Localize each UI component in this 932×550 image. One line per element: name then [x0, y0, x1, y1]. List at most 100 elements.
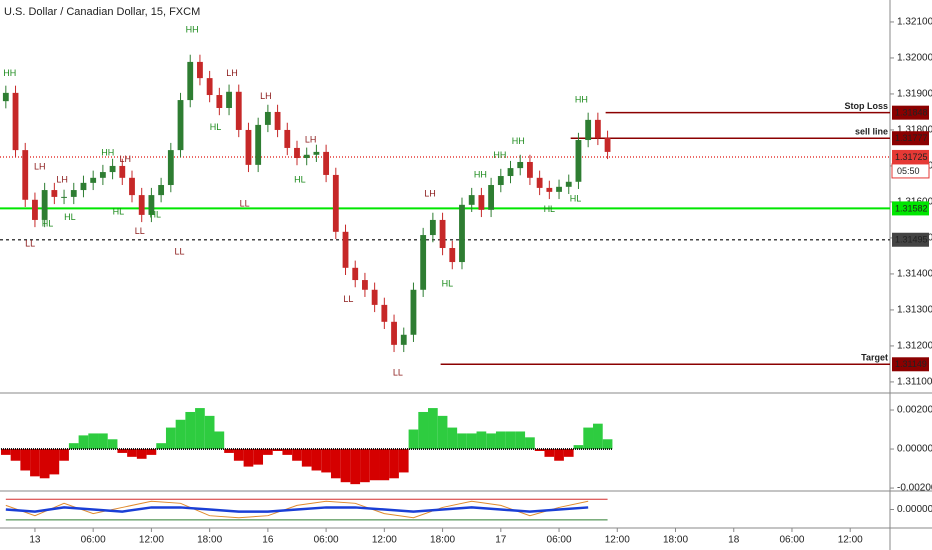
histogram-bar — [127, 449, 137, 457]
histogram-bar — [321, 449, 331, 473]
candle-body — [400, 334, 407, 345]
price-tag-label: 1.31495 — [895, 235, 928, 245]
histogram-bar — [107, 439, 118, 450]
pivot-label: LL — [240, 198, 250, 208]
pivot-label: HH — [512, 136, 525, 146]
candle-body — [362, 280, 368, 290]
histogram-bar — [243, 449, 254, 467]
histogram-bar — [525, 437, 535, 450]
histogram-bar — [98, 433, 108, 450]
pivot-label: HL — [570, 193, 582, 203]
candle-body — [12, 92, 19, 151]
pivot-label: HL — [442, 278, 454, 288]
histogram-bar — [263, 449, 273, 455]
candle-body — [90, 177, 97, 183]
x-tick-label: 06:00 — [314, 535, 339, 546]
histogram-bar — [146, 449, 157, 455]
pivot-label: HH — [474, 169, 487, 179]
pivot-label: LL — [343, 294, 353, 304]
candle-body — [604, 137, 611, 152]
histogram-bar — [573, 445, 584, 450]
histogram-bar — [602, 439, 613, 450]
candle-body — [391, 321, 397, 345]
y-tick-label: -0.00200 — [897, 483, 932, 494]
histogram-bar — [195, 408, 205, 450]
candle-body — [70, 190, 77, 197]
x-tick-label: 18 — [728, 535, 740, 546]
histogram-bar — [301, 449, 312, 467]
histogram-bar — [39, 449, 50, 479]
histogram-bar — [330, 449, 341, 479]
histogram-bar — [398, 449, 409, 473]
pivot-label: HH — [493, 150, 506, 160]
candle-body — [429, 219, 436, 236]
candle-body — [148, 195, 155, 215]
pivot-label: HL — [113, 206, 125, 216]
candle-body — [80, 182, 87, 191]
price-tag-label: 1.31582 — [895, 203, 928, 213]
candle-body — [22, 150, 29, 200]
price-tag-label: 1.31725 — [895, 152, 928, 162]
candle-body — [410, 289, 417, 335]
histogram-bar — [117, 449, 128, 453]
histogram-bar — [544, 449, 555, 457]
candle-body — [527, 161, 533, 178]
price-tag — [892, 232, 929, 247]
histogram-bar — [350, 449, 361, 485]
histogram-bar — [593, 423, 603, 450]
candle-body — [235, 91, 242, 130]
histogram-bar — [253, 449, 264, 465]
level-label: Stop Loss — [844, 101, 888, 111]
candle-body — [313, 151, 320, 155]
pivot-label: LH — [34, 161, 46, 171]
price-tag — [892, 201, 929, 216]
histogram-bar — [185, 411, 196, 450]
y-tick-label: 1.32000 — [897, 53, 932, 64]
countdown-tag — [891, 163, 930, 179]
candle-body — [565, 181, 572, 187]
histogram-bar — [78, 435, 89, 450]
histogram-bar — [68, 443, 79, 450]
histogram-bar — [214, 431, 225, 450]
candle-body — [488, 185, 495, 210]
candle-body — [274, 111, 281, 130]
y-tick-label: 1.31800 — [897, 125, 932, 136]
pivot-label: LL — [393, 367, 403, 377]
candle-body — [226, 91, 232, 108]
histogram-bar — [486, 433, 496, 450]
candle-body — [119, 165, 126, 178]
histogram-bar — [224, 449, 234, 453]
pivot-label: LL — [135, 226, 145, 236]
candle-body — [32, 199, 38, 220]
candle-body — [51, 190, 58, 197]
pivot-label: LH — [305, 134, 317, 144]
histogram-bar — [505, 431, 516, 450]
histogram-bar — [360, 449, 370, 483]
candle-body — [255, 124, 262, 165]
histogram-bar — [156, 443, 166, 450]
price-tag-label: 1.31777 — [895, 133, 928, 143]
y-tick-label: 0.00000 — [897, 504, 932, 515]
y-tick-label: 1.31900 — [897, 89, 932, 100]
x-tick-label: 12:00 — [838, 535, 863, 546]
pivot-label: HL — [210, 122, 222, 132]
candle-body — [536, 177, 543, 188]
histogram-bar — [428, 408, 438, 450]
candle-body — [381, 304, 388, 322]
pivot-label: LH — [56, 174, 68, 184]
candle-body — [556, 186, 562, 192]
histogram-bar — [30, 449, 40, 477]
pivot-label: LL — [175, 246, 185, 256]
candle-body — [332, 174, 339, 232]
histogram-bar — [369, 449, 380, 481]
candle-body — [138, 195, 145, 215]
price-tag — [892, 105, 929, 120]
candle-body — [206, 78, 213, 96]
histogram-bar — [233, 449, 244, 461]
histogram-bar — [88, 433, 99, 450]
histogram-bar — [554, 449, 564, 461]
candle-body — [2, 92, 9, 102]
y-tick-label: 0.00200 — [897, 405, 932, 416]
histogram-bar — [583, 427, 594, 450]
histogram-bar — [437, 415, 448, 450]
